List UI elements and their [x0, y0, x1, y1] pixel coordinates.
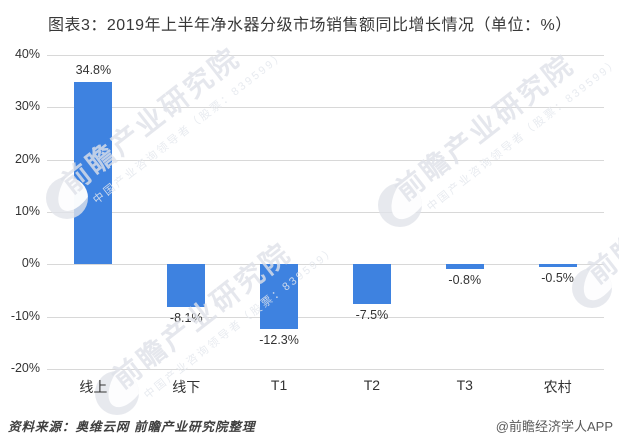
bar-T3	[445, 264, 484, 269]
bar-T1	[260, 264, 299, 329]
y-tick-label: 20%	[14, 151, 40, 166]
bar-T2	[352, 264, 391, 304]
category-label-农村: 农村	[543, 379, 572, 395]
y-tick-label: -10%	[10, 308, 40, 323]
y-tick-label: 0%	[21, 256, 40, 271]
y-tick-label: 40%	[14, 47, 40, 61]
category-label-T2: T2	[363, 377, 381, 393]
bar-value-label: -12.3%	[259, 332, 299, 347]
bar-value-label: -7.5%	[355, 307, 389, 322]
y-tick-label: -20%	[10, 361, 40, 375]
category-label-T1: T1	[270, 377, 288, 393]
gridline	[47, 159, 604, 161]
gridline	[47, 107, 604, 109]
chart-title: 图表3：2019年上半年净水器分级市场销售额同比增长情况（单位：%）	[48, 17, 572, 34]
credit-note: @前瞻经济学人APP	[495, 419, 613, 434]
watermark-sub-text: 中国产业咨询领导者（股票：839599）	[615, 137, 619, 298]
bar-农村	[538, 264, 577, 267]
y-tick-label: 10%	[14, 204, 40, 218]
bar-value-label: -8.1%	[169, 310, 203, 325]
bar-value-label: -0.5%	[541, 270, 574, 285]
bar-线下	[167, 264, 206, 307]
plot-area: 34.8% -8.1% -12.3% -7.5% -0.8% -0.5%	[47, 55, 604, 370]
category-label-线上: 线上	[79, 379, 108, 395]
y-tick-label: 30%	[14, 99, 40, 114]
source-note: 资料来源：奥维云网 前瞻产业研究院整理	[8, 420, 256, 434]
category-label-线下: 线下	[172, 379, 201, 395]
bar-value-label: -0.8%	[448, 272, 482, 287]
gridline	[47, 55, 604, 56]
gridline	[47, 316, 604, 318]
bar-线上	[74, 82, 113, 265]
gridline	[47, 369, 604, 370]
bar-value-label: 34.8%	[75, 63, 112, 78]
category-label-T3: T3	[456, 377, 473, 393]
gridline	[47, 212, 604, 213]
gridline	[47, 264, 604, 266]
